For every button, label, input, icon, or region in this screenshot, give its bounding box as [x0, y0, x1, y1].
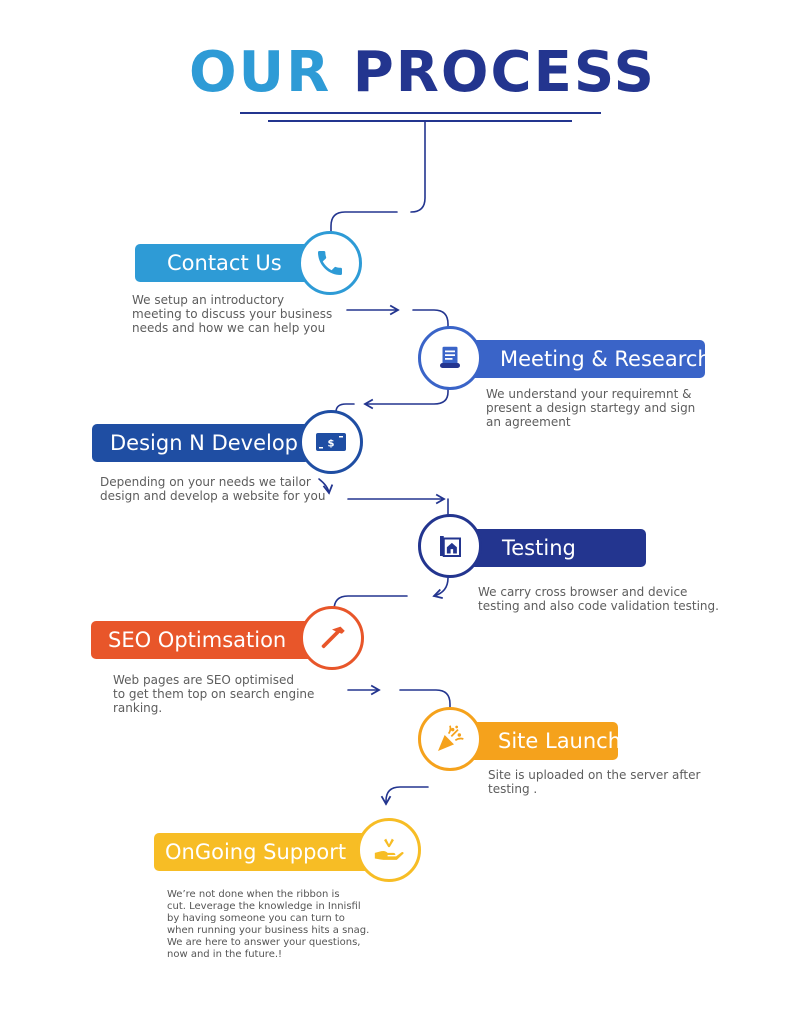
step-label: Contact Us	[167, 251, 282, 275]
hand-check-icon	[374, 838, 404, 860]
party-popper-icon	[438, 725, 464, 751]
step-bar-design-develop: Design N Develop	[92, 424, 310, 462]
step-description-site-launch: Site is uploaded on the server after tes…	[488, 768, 701, 796]
page-title: OUR PROCESS	[0, 38, 800, 108]
step-bar-ongoing-support: OnGoing Support	[154, 833, 371, 871]
step-label: SEO Optimsation	[108, 628, 287, 652]
step-bar-site-launch: Site Launch	[455, 722, 622, 760]
connector-contact-hook	[330, 211, 398, 237]
step-circle-ongoing-support	[357, 818, 421, 882]
connector-testing-to-seo-arrow	[432, 577, 449, 600]
step-circle-contact-us	[298, 231, 362, 295]
step-description-contact-us: We setup an introductory meeting to disc…	[132, 293, 333, 335]
connector-title-to-contact	[410, 121, 426, 213]
title-underline-bottom	[268, 120, 572, 122]
step-bar-contact-us: Contact Us	[135, 244, 313, 282]
step-bar-seo: SEO Optimsation	[91, 621, 313, 659]
step-circle-seo	[300, 606, 364, 670]
phone-icon	[318, 251, 342, 275]
step-description-meeting-research: We understand your requiremnt & present …	[486, 387, 696, 429]
step-description-ongoing-support: We’re not done when the ribbon is cut. L…	[167, 889, 370, 960]
step-label: Site Launch	[498, 729, 622, 753]
connector-launch-to-support	[380, 786, 429, 806]
step-label: Design N Develop	[110, 431, 299, 455]
step-label: Meeting & Research	[500, 347, 711, 371]
title-word-process: PROCESS	[352, 40, 656, 105]
step-circle-site-launch	[418, 707, 482, 771]
hammer-icon	[321, 626, 345, 649]
connector-launch-hook	[399, 689, 451, 709]
connector-meeting-to-design	[363, 385, 449, 410]
step-label: Testing	[502, 536, 576, 560]
money-icon: $	[316, 433, 346, 451]
step-description-testing: We carry cross browser and device testin…	[478, 585, 719, 613]
step-label: OnGoing Support	[165, 840, 347, 864]
connector-design-down	[318, 478, 334, 495]
title-underline-top	[240, 112, 601, 114]
step-bar-testing: Testing	[460, 529, 646, 567]
step-circle-meeting-research	[418, 326, 482, 390]
svg-text:$: $	[328, 439, 335, 450]
house-blueprint-icon	[440, 536, 461, 557]
title-word-our: OUR	[189, 40, 332, 105]
step-circle-testing	[418, 514, 482, 578]
step-bar-meeting-research: Meeting & Research	[460, 340, 711, 378]
step-description-seo: Web pages are SEO optimised to get them …	[113, 673, 315, 715]
step-circle-design-develop: $	[299, 410, 363, 474]
connector-meeting-hook	[412, 309, 449, 331]
document-scroll-icon	[440, 346, 460, 368]
step-description-design-develop: Depending on your needs we tailor design…	[100, 475, 326, 503]
